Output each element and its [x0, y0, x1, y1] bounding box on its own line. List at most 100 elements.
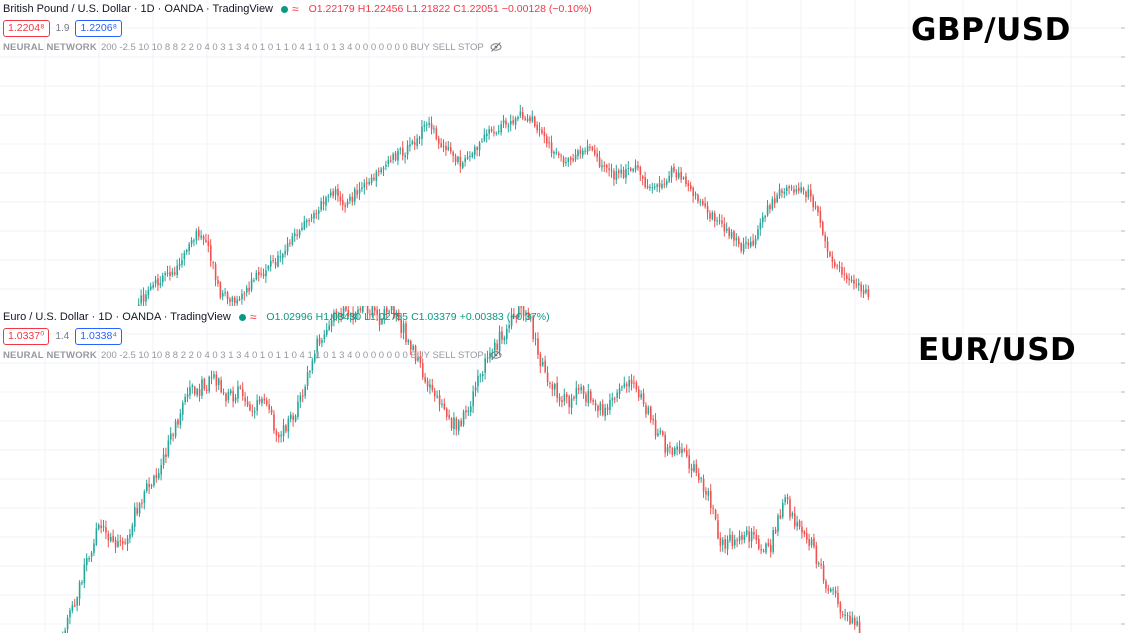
gbpusd-buy-button[interactable]: 1.2206⁸	[75, 20, 122, 37]
approx-wave-icon[interactable]: ≈	[249, 310, 257, 324]
eurusd-indicator-legend[interactable]: NEURAL NETWORK 200 -2.5 10 10 8 8 2 2 0 …	[3, 349, 502, 361]
eurusd-symbol-title[interactable]: Euro / U.S. Dollar · 1D · OANDA · Tradin…	[3, 311, 231, 323]
eurusd-candle	[160, 458, 162, 481]
eurusd-candle	[86, 553, 88, 572]
eurusd-candle	[126, 535, 129, 552]
gbpusd-candle	[570, 155, 572, 166]
eurusd-candle	[431, 378, 434, 393]
eurusd-candle	[734, 534, 736, 549]
eurusd-candle	[832, 586, 834, 596]
eurusd-candle	[458, 419, 460, 436]
gbpusd-candle	[795, 184, 798, 195]
gbpusd-candle	[370, 174, 373, 186]
eurusd-candle	[386, 306, 388, 319]
eurusd-candle	[486, 350, 489, 364]
eurusd-candle	[417, 352, 419, 363]
gbpusd-candle	[402, 141, 404, 161]
gbpusd-candle	[339, 191, 342, 206]
gbpusd-candle	[615, 164, 618, 185]
eurusd-sell-button[interactable]: 1.0337⁰	[3, 328, 50, 345]
eurusd-candle	[638, 385, 640, 402]
eurusd-candle	[851, 611, 854, 625]
eurusd-candle	[508, 320, 510, 333]
gbpusd-candle	[766, 200, 769, 217]
gbpusd-candle	[502, 114, 505, 128]
eurusd-candle	[438, 389, 441, 412]
eurusd-candles[interactable]	[62, 306, 861, 633]
gbpusd-candle	[709, 210, 711, 222]
eurusd-candle	[218, 377, 220, 390]
gbpusd-open: O1.22179	[308, 3, 355, 15]
eurusd-candle	[525, 309, 527, 323]
gbpusd-candle	[572, 153, 574, 163]
gbpusd-chart-pane[interactable]: British Pound / U.S. Dollar · 1D · OANDA…	[0, 0, 1125, 306]
gbpusd-candle	[682, 176, 685, 180]
eye-slash-icon[interactable]	[490, 349, 502, 361]
eurusd-candle	[640, 390, 642, 401]
gbpusd-candle	[574, 149, 577, 162]
eurusd-candle	[362, 306, 364, 314]
gbpusd-candle	[843, 267, 846, 281]
gbpusd-indicator-legend[interactable]: NEURAL NETWORK 200 -2.5 10 10 8 8 2 2 0 …	[3, 41, 502, 53]
gbpusd-candle	[483, 128, 486, 143]
eurusd-candle	[628, 375, 630, 393]
gbpusd-candles[interactable]	[138, 104, 870, 306]
eurusd-chart-pane[interactable]: Euro / U.S. Dollar · 1D · OANDA · Tradin…	[0, 306, 1125, 633]
eurusd-candle	[350, 312, 352, 323]
eurusd-candle	[527, 307, 530, 321]
gbpusd-candle	[673, 163, 675, 174]
gbpusd-candle	[694, 191, 697, 200]
gbpusd-candle	[512, 115, 514, 126]
eurusd-candle	[326, 323, 328, 337]
gbpusd-candle	[452, 150, 454, 163]
eurusd-candle	[678, 440, 681, 455]
gbpusd-candlestick-chart[interactable]	[0, 0, 1125, 306]
eurusd-candle	[93, 538, 95, 556]
eurusd-candle	[98, 523, 100, 531]
eurusd-candle	[335, 308, 338, 321]
eurusd-candle	[700, 476, 702, 483]
eurusd-candle	[510, 307, 513, 330]
eurusd-candle	[232, 386, 234, 408]
gbpusd-candle	[579, 145, 582, 159]
eurusd-candle	[849, 611, 851, 626]
eurusd-candle	[594, 399, 597, 412]
eurusd-candle	[652, 414, 654, 425]
eurusd-candle	[398, 309, 400, 322]
eurusd-candle	[731, 531, 734, 550]
gbpusd-candle	[493, 125, 495, 137]
eurusd-candle	[688, 448, 690, 474]
eurusd-candle	[659, 427, 662, 435]
eurusd-candle	[107, 530, 110, 548]
gbpusd-symbol-title[interactable]: British Pound / U.S. Dollar · 1D · OANDA…	[3, 3, 274, 15]
eurusd-candle	[71, 601, 74, 614]
eye-slash-icon[interactable]	[490, 41, 502, 53]
eurusd-candle	[230, 388, 232, 396]
gbpusd-candle	[846, 272, 848, 284]
eurusd-candle	[304, 384, 306, 399]
eurusd-candle	[174, 418, 177, 439]
gbpusd-candle	[236, 295, 238, 306]
eurusd-candle	[410, 339, 412, 356]
gbpusd-candle	[332, 188, 334, 199]
approx-wave-icon[interactable]: ≈	[292, 2, 299, 16]
eurusd-candlestick-chart[interactable]	[0, 306, 1125, 633]
gbpusd-candle	[481, 138, 483, 143]
gbpusd-candle	[440, 138, 442, 149]
gbpusd-candle	[162, 272, 164, 287]
eurusd-legend: Euro / U.S. Dollar · 1D · OANDA · Tradin…	[3, 310, 550, 324]
eurusd-candle	[136, 502, 138, 517]
eurusd-candle	[134, 502, 136, 532]
eurusd-buy-button[interactable]: 1.0338⁴	[75, 328, 122, 345]
gbpusd-candle	[514, 116, 517, 130]
eurusd-candle	[827, 584, 830, 594]
eurusd-candle	[794, 506, 796, 530]
gbpusd-candle	[298, 229, 301, 239]
eurusd-candle	[657, 428, 659, 438]
gbpusd-sell-button[interactable]: 1.2204⁸	[3, 20, 50, 37]
gbpusd-candle	[154, 275, 157, 288]
eye-dot-icon[interactable]	[238, 313, 246, 321]
eye-dot-icon[interactable]	[281, 5, 289, 13]
gbpusd-candle	[315, 209, 318, 219]
gbpusd-candle	[248, 281, 250, 295]
